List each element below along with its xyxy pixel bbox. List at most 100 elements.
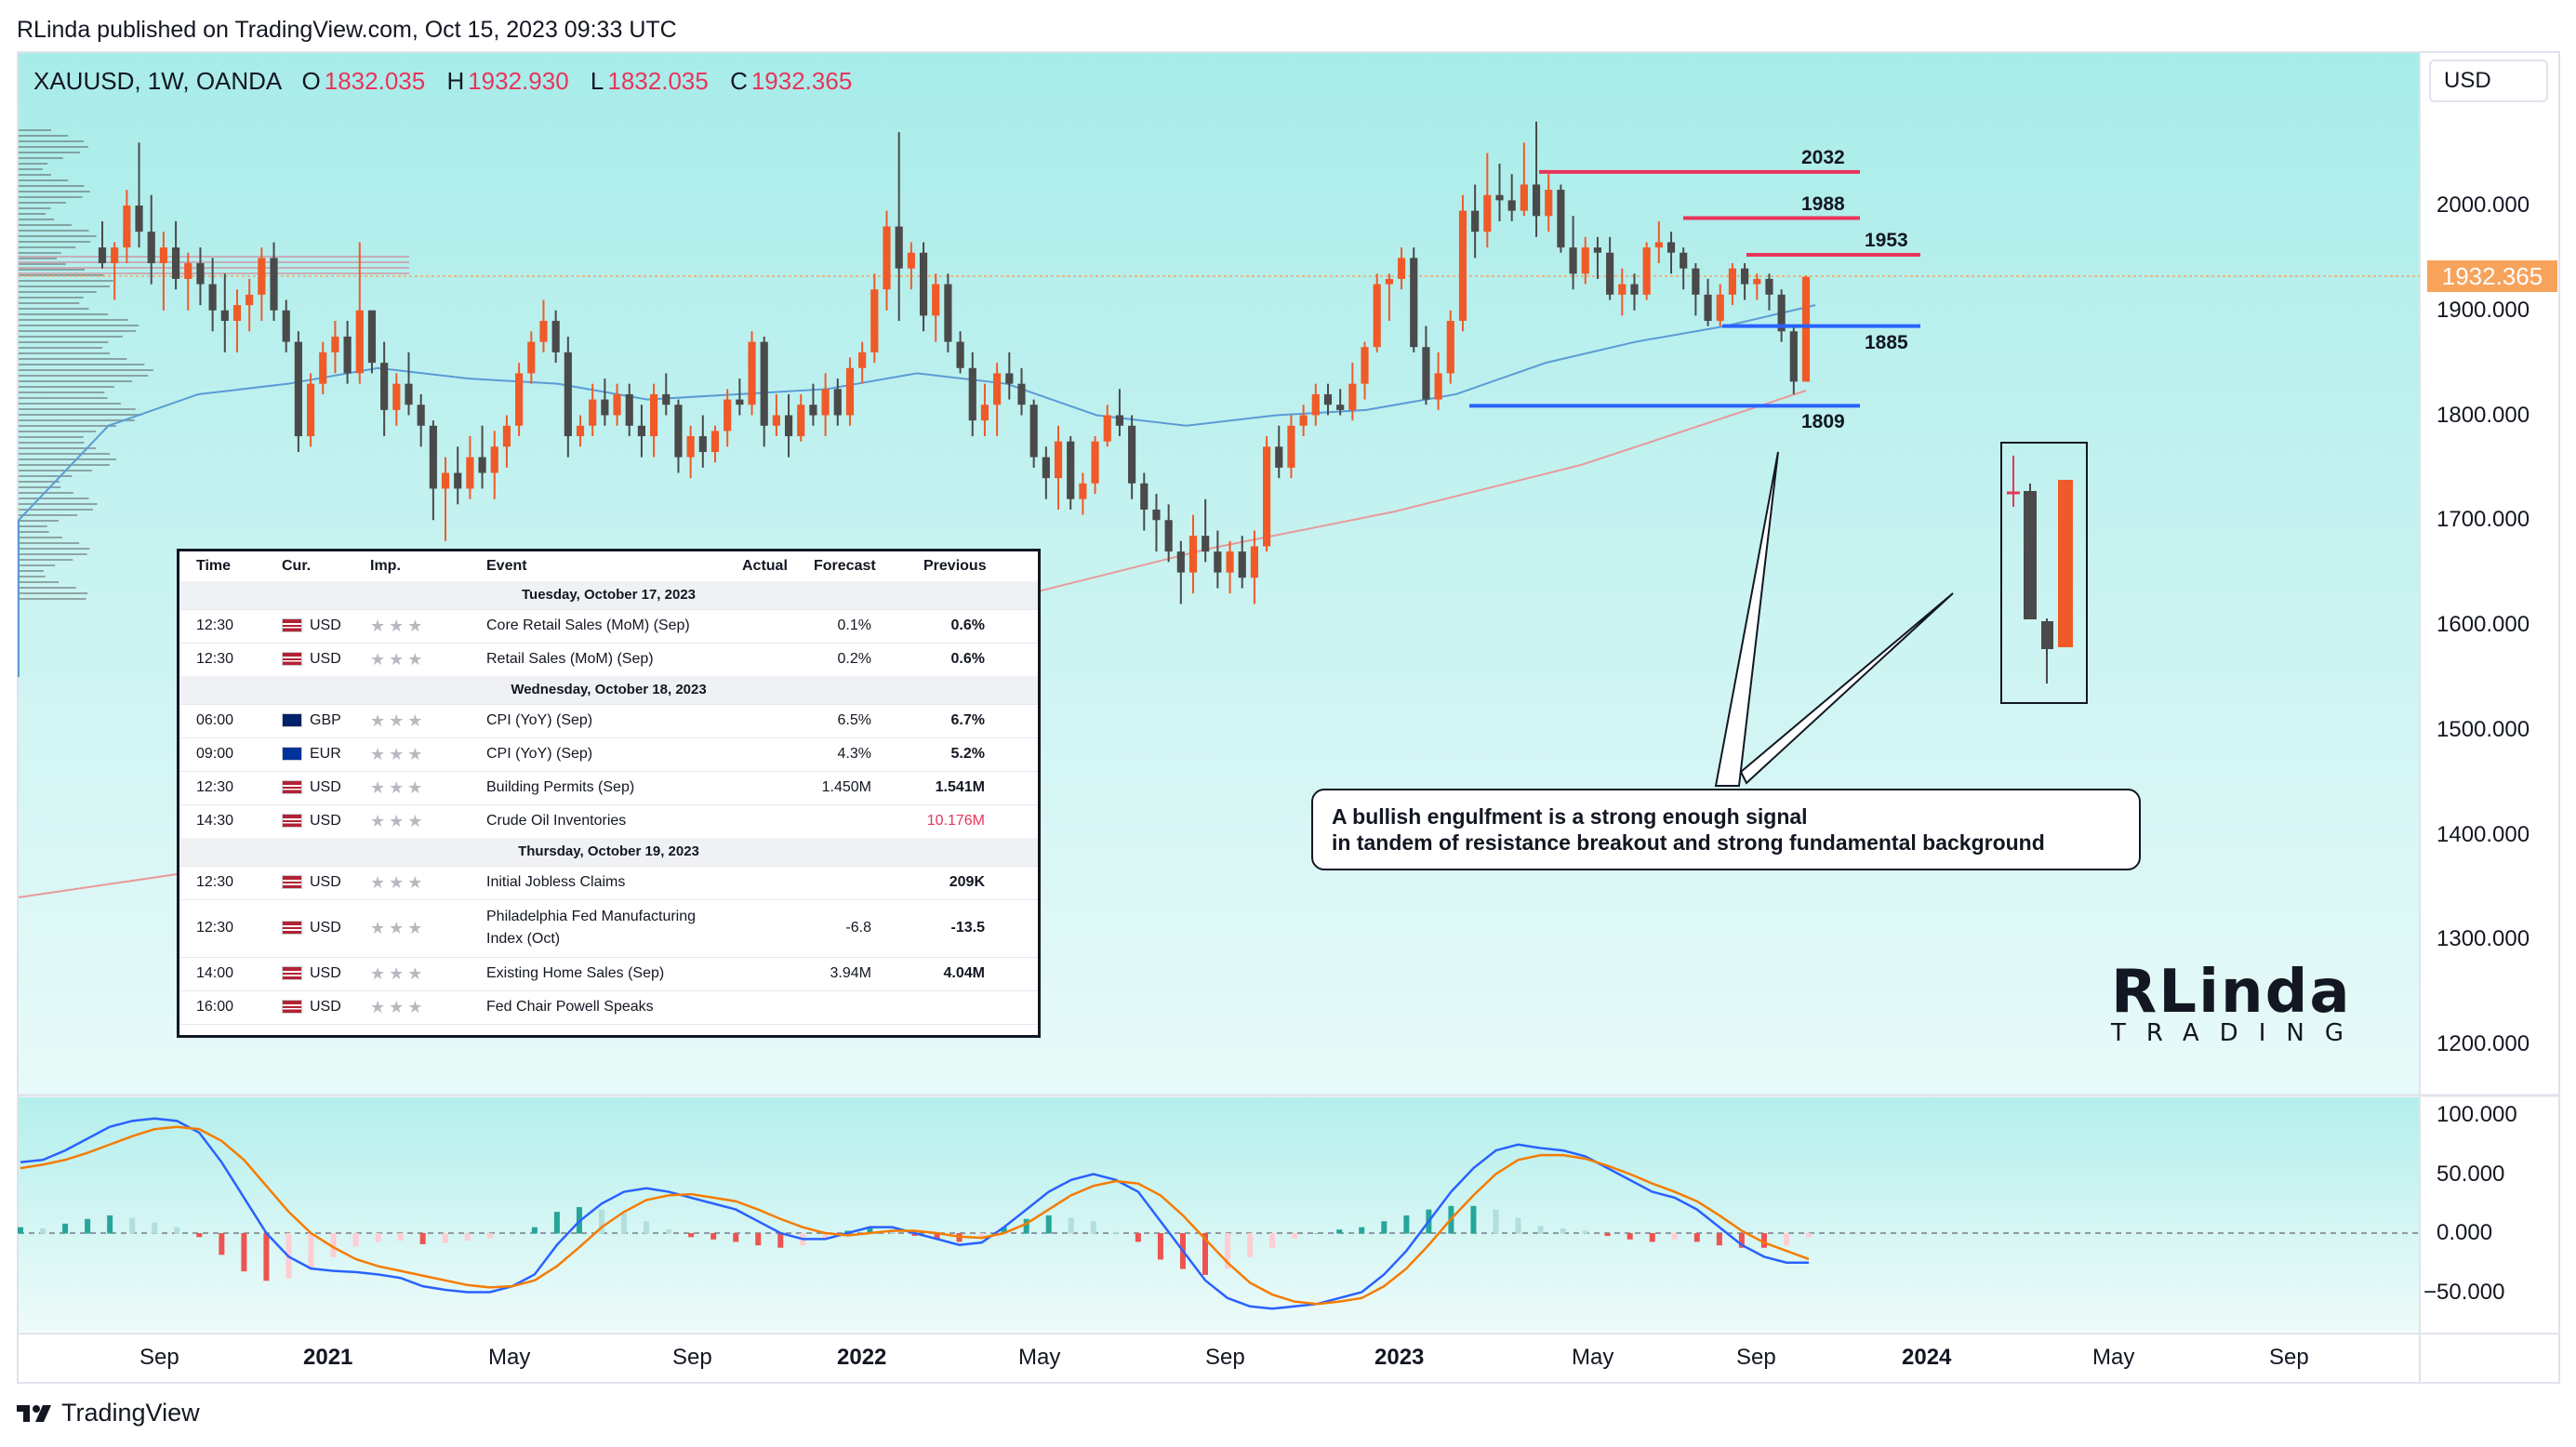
candle-body <box>907 252 915 269</box>
macd-histogram-bar <box>1314 1233 1321 1234</box>
event-currency: USD <box>282 771 341 804</box>
candle-body <box>1741 268 1749 285</box>
event-forecast: 0.1% <box>837 617 871 633</box>
flag-icon <box>282 747 302 762</box>
event-currency: USD <box>282 643 341 676</box>
macd-histogram-bar <box>1493 1209 1499 1234</box>
macd-histogram-bar <box>85 1218 91 1234</box>
macd-histogram-bar <box>1336 1229 1343 1234</box>
candle-body <box>858 352 867 368</box>
calendar-row: 12:30 USD ★★★ Building Permits (Sep) 1.450M 1… <box>179 771 1038 805</box>
currency-button[interactable]: USD <box>2429 60 2548 102</box>
candle-body <box>551 321 560 352</box>
candle-body <box>760 341 768 426</box>
candle-body <box>1263 446 1271 547</box>
event-forecast: 6.5% <box>837 712 871 728</box>
candle-body <box>1654 242 1663 248</box>
col-cur: Cur. <box>282 558 312 574</box>
macd-histogram-bar <box>1112 1231 1119 1234</box>
candle-body <box>968 367 976 421</box>
macd-histogram-bar <box>867 1227 873 1234</box>
candle-body <box>1680 252 1688 269</box>
symbol-name: XAUUSD, 1W, OANDA <box>33 67 283 95</box>
macd-histogram-bar <box>486 1233 493 1239</box>
candle-body <box>1716 294 1724 322</box>
candle-body <box>710 431 720 452</box>
importance-stars-icon: ★★★ <box>370 617 427 635</box>
event-name: CPI (YoY) (Sep) <box>486 712 593 728</box>
candle-body <box>147 232 155 264</box>
event-time: 06:00 <box>196 712 234 728</box>
macd-histogram-bar <box>1068 1217 1074 1234</box>
drawings-group <box>1714 442 2088 787</box>
calendar-day-header: Thursday, October 19, 2023 <box>179 838 1038 867</box>
candle-body <box>246 294 254 306</box>
candle-body <box>343 336 352 374</box>
macd-histogram-bar <box>308 1233 314 1269</box>
event-time: 12:30 <box>196 617 234 633</box>
col-previous: Previous <box>923 558 987 574</box>
candle-body <box>980 405 989 421</box>
candle-body <box>1801 276 1811 382</box>
candle-body <box>1202 536 1210 552</box>
candle-body <box>306 383 315 437</box>
macd-histogram-bar <box>1627 1233 1633 1240</box>
candle-body <box>589 399 597 426</box>
candle-body <box>159 247 167 264</box>
candle-body <box>1434 373 1442 400</box>
time-tick-label: Sep <box>139 1345 179 1370</box>
calendar-row: 06:00 GBP ★★★ CPI (YoY) (Sep) 6.5% 6.7% <box>179 704 1038 738</box>
macd-histogram-bar <box>1225 1233 1231 1269</box>
candle-body <box>1630 284 1639 295</box>
event-currency: USD <box>282 990 341 1024</box>
macd-histogram-bar <box>777 1233 784 1248</box>
logo-text-bottom: TRADING <box>2111 1019 2364 1047</box>
candle-body <box>527 341 536 374</box>
candle-body <box>367 310 377 364</box>
candle-body <box>821 389 830 416</box>
zoom-candle-bear <box>2024 491 2037 619</box>
candle-body <box>1188 536 1198 573</box>
event-previous: 6.7% <box>950 712 985 728</box>
close-value: 1932.365 <box>750 67 853 95</box>
time-tick-label: 2023 <box>1374 1345 1425 1370</box>
macd-histogram-bar <box>174 1227 180 1234</box>
candle-body <box>1532 184 1541 217</box>
event-currency: USD <box>282 804 341 838</box>
candle-body <box>392 383 401 410</box>
candle-body <box>1385 278 1393 285</box>
macd-histogram-bar <box>442 1233 448 1243</box>
candle-body <box>1410 258 1418 348</box>
macd-histogram-bar <box>40 1228 46 1234</box>
col-event: Event <box>486 558 527 574</box>
candle-body <box>1692 268 1700 295</box>
candles-group <box>98 121 1811 604</box>
macd-tick-label: 0.000 <box>2437 1220 2493 1245</box>
candle-body <box>294 341 302 437</box>
candle-body <box>748 341 756 405</box>
time-tick-label: May <box>488 1345 531 1370</box>
open-label: O <box>301 67 321 95</box>
event-previous: 10.176M <box>926 813 985 829</box>
macd-histogram-bar <box>1090 1221 1096 1234</box>
time-tick-label: Sep <box>1736 1345 1776 1370</box>
candle-body <box>1593 247 1602 253</box>
candle-body <box>1103 415 1111 442</box>
macd-histogram-bar <box>1738 1233 1745 1248</box>
indicator-pane-bg <box>19 1097 2420 1332</box>
macd-histogram-bar <box>1023 1218 1029 1234</box>
candle-body <box>797 405 805 437</box>
calendar-row: 12:30 USD ★★★ Initial Jobless Claims 209K <box>179 866 1038 900</box>
event-name: Crude Oil Inventories <box>486 813 627 829</box>
macd-histogram-bar <box>978 1233 985 1239</box>
time-tick-label: May <box>1572 1345 1614 1370</box>
macd-line <box>20 1117 1809 1310</box>
candle-body <box>429 425 437 489</box>
macd-histogram-bar <box>129 1217 136 1234</box>
candle-body <box>1471 210 1480 232</box>
tradingview-brand[interactable]: TradingView <box>17 1399 200 1427</box>
calendar-row: 09:00 EUR ★★★ CPI (YoY) (Sep) 4.3% 5.2% <box>179 737 1038 772</box>
col-forecast: Forecast <box>814 558 876 574</box>
macd-histogram-bar <box>1247 1233 1254 1257</box>
